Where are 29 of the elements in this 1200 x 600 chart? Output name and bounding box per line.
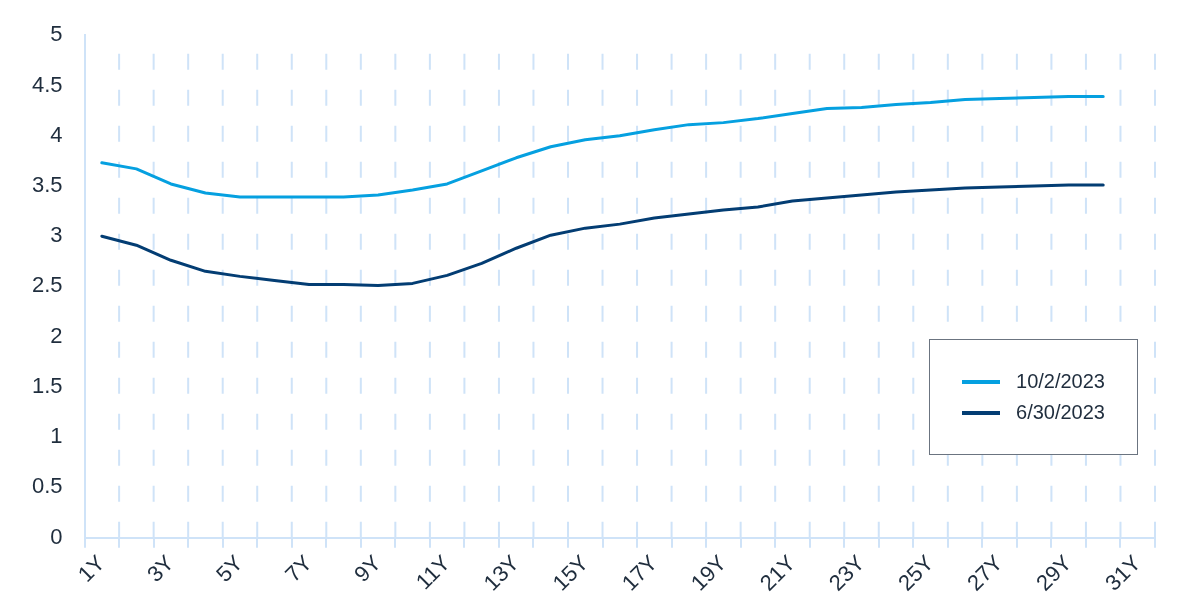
x-tick-label: 1Y: [72, 549, 110, 587]
x-tick-label: 15Y: [547, 549, 594, 596]
y-tick-label: 4.5: [31, 71, 63, 97]
y-tick-label: 0.5: [31, 473, 63, 499]
y-tick-label: 1.5: [31, 372, 63, 398]
x-tick-label: 11Y: [410, 549, 456, 595]
legend-label: 10/2/2023: [1016, 370, 1105, 393]
x-tick-label: 25Y: [893, 549, 939, 596]
y-tick-label: 3.5: [31, 172, 63, 197]
x-tick-label: 29Y: [1031, 549, 1077, 596]
y-tick-label: 3: [50, 222, 63, 248]
y-tick-label: 2.5: [31, 272, 63, 298]
y-tick-label: 0: [50, 523, 63, 549]
y-tick-label: 1: [50, 423, 63, 449]
x-tick-label: 19Y: [685, 549, 732, 596]
x-tick-label: 7Y: [280, 549, 318, 587]
x-tick-label: 21Y: [754, 549, 801, 596]
y-tick-label: 2: [50, 322, 63, 348]
y-tick-label: 4: [50, 121, 63, 147]
x-tick-label: 9Y: [349, 549, 387, 587]
x-tick-label: 17Y: [616, 549, 663, 596]
x-tick-label: 13Y: [478, 549, 525, 596]
x-tick-label: 31Y: [1100, 549, 1146, 596]
x-tick-label: 27Y: [962, 549, 1008, 596]
legend-label: 6/30/2023: [1016, 401, 1105, 424]
x-tick-label: 3Y: [142, 549, 179, 587]
x-tick-label: 5Y: [211, 549, 249, 587]
x-tick-label: 23Y: [823, 549, 870, 596]
y-tick-label: 5: [50, 21, 63, 47]
